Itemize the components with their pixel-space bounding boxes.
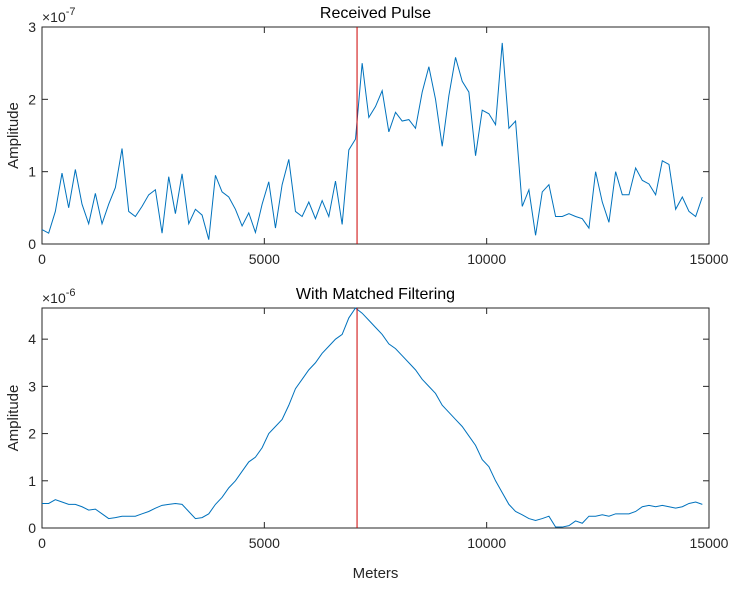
x-tick-label: 5000 (249, 251, 280, 267)
x-tick-label: 10000 (467, 535, 506, 551)
y-multiplier-base: ×10 (42, 9, 66, 25)
y-tick-label: 2 (28, 91, 36, 107)
axes-box (41, 307, 710, 529)
y-tick-label: 1 (28, 164, 36, 180)
x-tick-label: 15000 (690, 251, 729, 267)
y-tick-label: 0 (28, 236, 36, 252)
x-tick-label: 15000 (690, 535, 729, 551)
y-tick-label: 0 (28, 520, 36, 536)
y-tick-label: 1 (28, 473, 36, 489)
y-multiplier: ×10-7 (42, 6, 76, 25)
axes-box (41, 26, 710, 245)
y-multiplier-exponent: -6 (66, 287, 76, 299)
x-tick-label: 0 (38, 535, 46, 551)
data-line (41, 42, 703, 240)
y-tick-label: 4 (28, 331, 36, 347)
x-tick-label: 0 (38, 251, 46, 267)
y-multiplier-base: ×10 (42, 290, 66, 306)
x-tick-label: 10000 (467, 251, 506, 267)
y-tick-label: 3 (28, 378, 36, 394)
y-tick-label: 2 (28, 426, 36, 442)
data-line (42, 307, 703, 528)
y-axis-label: Amplitude (5, 385, 22, 452)
chart-title: With Matched Filtering (296, 286, 455, 303)
y-tick-label: 3 (28, 19, 36, 35)
x-axis-label: Meters (353, 565, 399, 582)
y-axis-label: Amplitude (5, 102, 22, 169)
y-multiplier: ×10-6 (42, 287, 76, 306)
chart-title: Received Pulse (320, 5, 431, 22)
y-multiplier-exponent: -7 (66, 6, 76, 18)
x-tick-label: 5000 (249, 535, 280, 551)
